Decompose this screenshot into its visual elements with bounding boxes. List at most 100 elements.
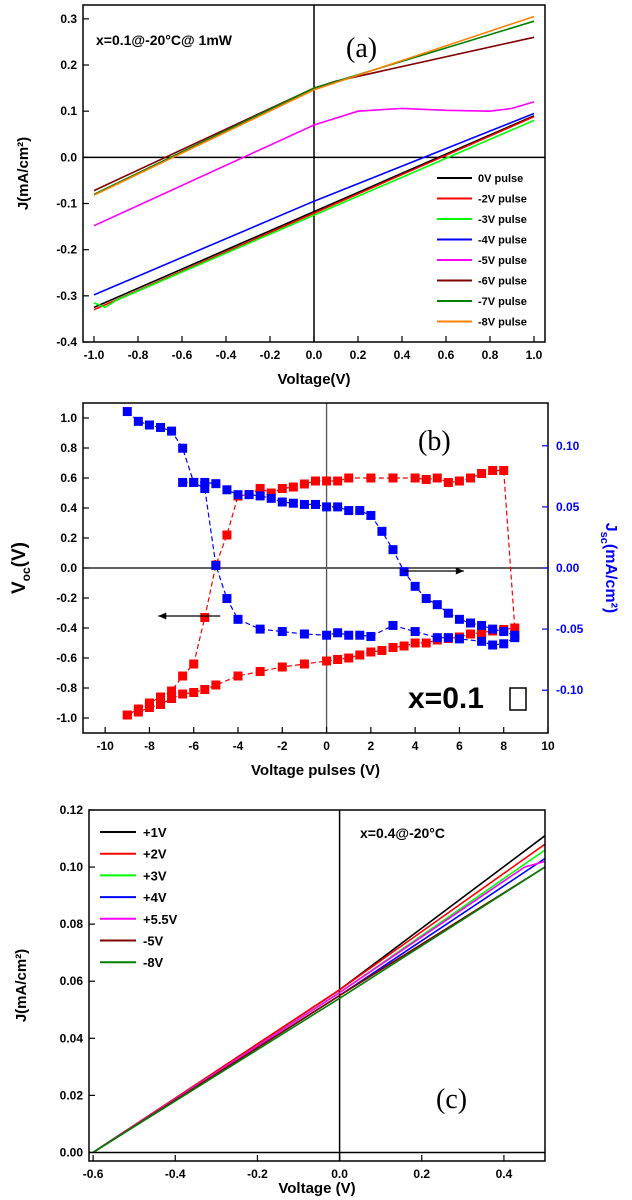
series-line: [93, 115, 535, 309]
arrow-head: [455, 567, 464, 575]
y2-tick-label: 0.05: [556, 500, 580, 514]
x-tick-label: 0.0: [331, 1167, 348, 1181]
x-tick-label: -1.0: [84, 348, 105, 362]
legend-label: +2V: [143, 847, 167, 862]
data-point: [322, 476, 332, 486]
x-tick-label: 0.8: [482, 348, 499, 362]
legend-label: -5V pulse: [478, 255, 527, 267]
series-line: [92, 866, 546, 1154]
data-point: [344, 630, 354, 640]
x-tick-label: 0: [323, 739, 330, 753]
series-line: [93, 20, 535, 196]
x-tick-label: -10: [96, 739, 114, 753]
data-point: [277, 484, 287, 493]
data-point: [322, 502, 332, 512]
x-tick-label: 10: [541, 739, 555, 753]
plot-frame: [88, 809, 546, 1162]
y-tick-label: -0.2: [56, 591, 77, 605]
data-point: [178, 671, 188, 681]
series-line: [93, 119, 535, 309]
data-point: [466, 618, 475, 628]
x-tick-label: -6: [188, 739, 199, 753]
legend-label: +3V: [143, 868, 167, 883]
x-tick-label: -0.2: [260, 348, 281, 362]
arrow-head: [158, 612, 167, 620]
data-point: [388, 473, 398, 483]
annotation: x=0.4@-20°C: [360, 825, 445, 841]
data-point: [122, 710, 132, 720]
x-tick-label: 0.4: [496, 1167, 513, 1181]
data-point: [211, 561, 221, 571]
legend-label: 0V pulse: [478, 173, 523, 185]
data-point: [122, 407, 132, 417]
data-point: [244, 490, 254, 500]
y-axis-title-left: Voc(V): [9, 542, 33, 594]
data-point: [144, 420, 154, 430]
y-axis-title: J(mA/cm²): [13, 949, 30, 1022]
data-point: [432, 473, 442, 483]
data-point: [156, 700, 165, 709]
y-tick-label: -0.3: [56, 289, 77, 303]
panel-label: (c): [436, 1084, 467, 1115]
data-point: [454, 476, 464, 486]
y-tick-label: 0.02: [60, 1088, 84, 1102]
data-point: [255, 484, 265, 493]
x-axis-title: Voltage pulses (V): [251, 762, 380, 779]
data-point: [200, 613, 210, 622]
data-point: [277, 627, 287, 637]
y2-tick-label: -0.10: [556, 683, 584, 697]
y2-tick-label: -0.05: [556, 622, 584, 636]
x-tick-label: 2: [368, 739, 375, 753]
data-point: [377, 526, 387, 536]
data-point: [410, 473, 420, 483]
legend-label: -8V pulse: [478, 317, 527, 329]
data-point: [477, 469, 487, 478]
y-tick-label: 0.00: [60, 1145, 84, 1159]
data-point: [200, 484, 210, 494]
data-point: [366, 473, 376, 483]
legend-label: -3V pulse: [478, 214, 527, 226]
data-point: [344, 473, 354, 483]
data-point: [211, 479, 221, 489]
data-point: [189, 477, 199, 487]
data-point: [432, 633, 442, 643]
data-point: [299, 659, 309, 669]
y-tick-label: -0.4: [56, 621, 77, 635]
data-point: [133, 704, 143, 714]
x-tick-label: -0.6: [172, 348, 193, 362]
data-point: [488, 466, 498, 475]
data-point: [144, 698, 154, 708]
y-tick-label: -1.0: [56, 711, 77, 725]
y-tick-label: 0.1: [60, 104, 77, 118]
data-point: [266, 488, 276, 498]
y-tick-label: 0.6: [60, 471, 77, 485]
annotation: x=0.1@-20°C@ 1mW: [96, 32, 233, 48]
data-point: [222, 485, 232, 495]
data-point: [233, 490, 243, 500]
legend-label: -6V pulse: [478, 276, 527, 288]
x-tick-label: -0.8: [128, 348, 149, 362]
y-tick-label: 0.4: [60, 501, 77, 515]
legend-label: +4V: [143, 890, 167, 905]
series-line: [93, 112, 535, 296]
series-line: [93, 101, 535, 227]
data-point: [477, 620, 487, 630]
data-point: [488, 640, 498, 650]
data-point: [366, 647, 376, 657]
data-point: [211, 680, 221, 690]
data-point: [277, 497, 287, 507]
y-tick-label: 1.0: [60, 411, 77, 425]
y-tick-label: -0.8: [56, 681, 77, 695]
y-tick-label: 0.2: [60, 58, 77, 72]
chart-c: -0.6 -0.4 -0.2 0.0 0.2 0.4 0.00 0.02 0.04 0.06 0.0…: [13, 803, 546, 1197]
y-tick-label: 0.2: [60, 531, 77, 545]
data-point: [322, 630, 332, 640]
data-point: [477, 636, 487, 646]
x-tick-label: 0.2: [413, 1167, 430, 1181]
y-tick-label: -0.1: [56, 197, 77, 211]
data-point: [178, 443, 188, 453]
x-tick-label: 0.0: [306, 348, 323, 362]
data-point: [466, 629, 475, 639]
series-line: [92, 860, 546, 1154]
chart-b: -10 -8 -6 -4 -2 0 2 4 6 8 10 -1.0 -0.8 -0.6 -0.4 -0.2 0.…: [9, 402, 619, 779]
